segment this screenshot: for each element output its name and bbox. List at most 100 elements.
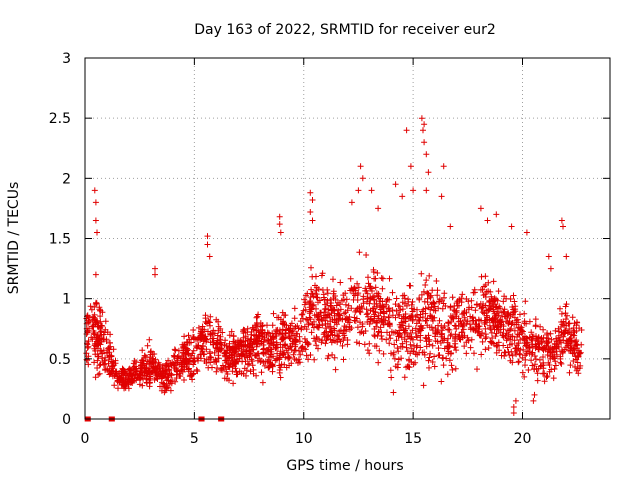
data-point <box>452 340 459 347</box>
data-point <box>380 308 387 315</box>
data-point <box>113 371 119 378</box>
data-point <box>321 296 328 303</box>
data-point <box>94 323 101 330</box>
data-point <box>322 340 329 347</box>
data-point <box>299 344 305 351</box>
data-point <box>479 338 486 345</box>
data-point <box>229 368 236 375</box>
data-point <box>364 347 371 354</box>
data-point <box>515 340 522 347</box>
data-point <box>553 335 559 342</box>
data-point <box>299 311 306 318</box>
data-point <box>446 343 453 350</box>
data-point <box>426 341 433 348</box>
data-point <box>530 397 537 404</box>
data-point <box>482 346 489 353</box>
data-point <box>416 326 423 333</box>
data-point <box>571 349 578 356</box>
data-point <box>230 380 237 387</box>
data-point <box>354 305 361 312</box>
data-point <box>279 326 286 333</box>
data-point <box>540 345 547 352</box>
data-point <box>341 332 348 339</box>
data-point <box>422 310 429 317</box>
data-point <box>224 371 231 377</box>
data-point <box>190 347 197 354</box>
data-point <box>374 270 381 276</box>
data-point <box>94 357 101 364</box>
data-point <box>152 265 158 272</box>
data-point <box>455 322 462 329</box>
data-point <box>560 223 566 230</box>
data-point <box>370 305 377 312</box>
data-point <box>355 284 362 291</box>
data-point <box>418 291 425 298</box>
data-point <box>403 127 410 134</box>
data-point <box>409 336 416 343</box>
data-point <box>137 362 144 369</box>
y-tick-label: 2.5 <box>49 111 71 127</box>
data-point <box>261 362 268 369</box>
data-point <box>398 315 405 322</box>
data-point <box>478 273 485 280</box>
data-point <box>471 289 478 296</box>
data-point <box>510 410 517 416</box>
data-point <box>181 377 187 383</box>
data-point <box>254 313 261 320</box>
data-point <box>322 317 329 324</box>
data-point <box>120 382 127 389</box>
data-point <box>172 378 179 385</box>
data-point <box>373 323 380 330</box>
data-point <box>173 368 180 375</box>
data-point <box>244 361 251 368</box>
data-point <box>335 311 342 318</box>
data-point <box>436 317 443 324</box>
data-point <box>391 355 398 362</box>
data-point <box>511 337 518 344</box>
data-point <box>431 363 438 370</box>
data-point <box>102 318 109 325</box>
data-point <box>146 336 153 343</box>
data-point <box>425 332 432 339</box>
data-point <box>193 343 200 349</box>
data-point <box>177 367 184 374</box>
data-point <box>551 355 558 362</box>
data-point <box>509 340 515 347</box>
data-point <box>364 310 371 317</box>
data-point <box>427 294 434 301</box>
data-point <box>213 368 220 375</box>
data-point <box>388 350 394 357</box>
data-point <box>386 314 393 320</box>
data-point <box>573 367 580 374</box>
data-point <box>516 331 523 338</box>
data-point <box>155 359 162 366</box>
data-point <box>452 365 459 372</box>
data-point <box>375 315 381 322</box>
data-point <box>491 295 498 302</box>
data-point <box>439 305 446 312</box>
data-point <box>547 349 554 356</box>
data-point <box>354 292 361 298</box>
data-point <box>493 349 500 356</box>
data-point <box>182 349 189 356</box>
data-point <box>397 307 404 313</box>
data-point <box>208 354 215 361</box>
x-tick-label: 0 <box>81 431 90 447</box>
data-point <box>566 369 573 376</box>
data-point <box>335 317 342 324</box>
data-point <box>483 334 490 340</box>
data-point <box>276 213 283 220</box>
data-point <box>492 315 499 322</box>
data-point <box>363 306 370 313</box>
data-point <box>171 362 178 369</box>
data-point <box>471 350 477 357</box>
data-point <box>532 361 538 368</box>
data-point <box>242 338 249 344</box>
data-point <box>203 356 210 363</box>
data-point <box>331 316 338 323</box>
data-point <box>376 347 383 354</box>
data-point <box>360 296 367 303</box>
data-point <box>438 331 445 338</box>
data-point <box>455 333 462 340</box>
data-point <box>194 368 201 375</box>
